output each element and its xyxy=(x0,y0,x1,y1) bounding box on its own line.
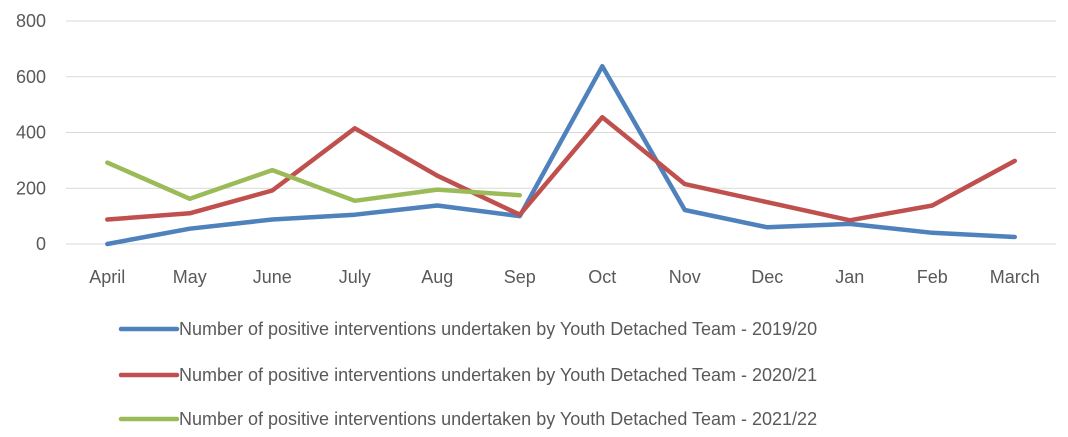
legend-label-2: Number of positive interventions underta… xyxy=(179,365,817,385)
legend-label-3: Number of positive interventions underta… xyxy=(179,409,817,429)
x-tick-label: Oct xyxy=(588,267,616,287)
x-tick-label: May xyxy=(173,267,207,287)
x-tick-label: July xyxy=(339,267,371,287)
gridlines xyxy=(66,20,1056,245)
y-tick-label: 0 xyxy=(36,234,46,254)
y-tick-label: 200 xyxy=(16,178,46,198)
x-tick-label: March xyxy=(990,267,1040,287)
legend: Number of positive interventions underta… xyxy=(118,319,817,429)
x-tick-label: June xyxy=(253,267,292,287)
series-line-3 xyxy=(105,160,523,204)
x-tick-label: Sep xyxy=(504,267,536,287)
x-tick-label: Dec xyxy=(751,267,783,287)
series-lines xyxy=(105,63,1018,247)
y-tick-label: 400 xyxy=(16,123,46,143)
x-tick-label: Feb xyxy=(917,267,948,287)
series-line-1 xyxy=(105,63,1018,247)
y-axis-ticks: 0 200 400 600 800 xyxy=(16,11,46,254)
x-axis-ticks: April May June July Aug Sep Oct Nov Dec Jan Feb Mar… xyxy=(89,267,1040,287)
x-tick-label: Jan xyxy=(835,267,864,287)
y-tick-label: 800 xyxy=(16,11,46,31)
x-tick-label: April xyxy=(89,267,125,287)
x-tick-label: Nov xyxy=(669,267,701,287)
series-line-2 xyxy=(105,114,1018,223)
y-tick-label: 600 xyxy=(16,67,46,87)
legend-label-1: Number of positive interventions underta… xyxy=(179,319,817,339)
x-tick-label: Aug xyxy=(421,267,453,287)
